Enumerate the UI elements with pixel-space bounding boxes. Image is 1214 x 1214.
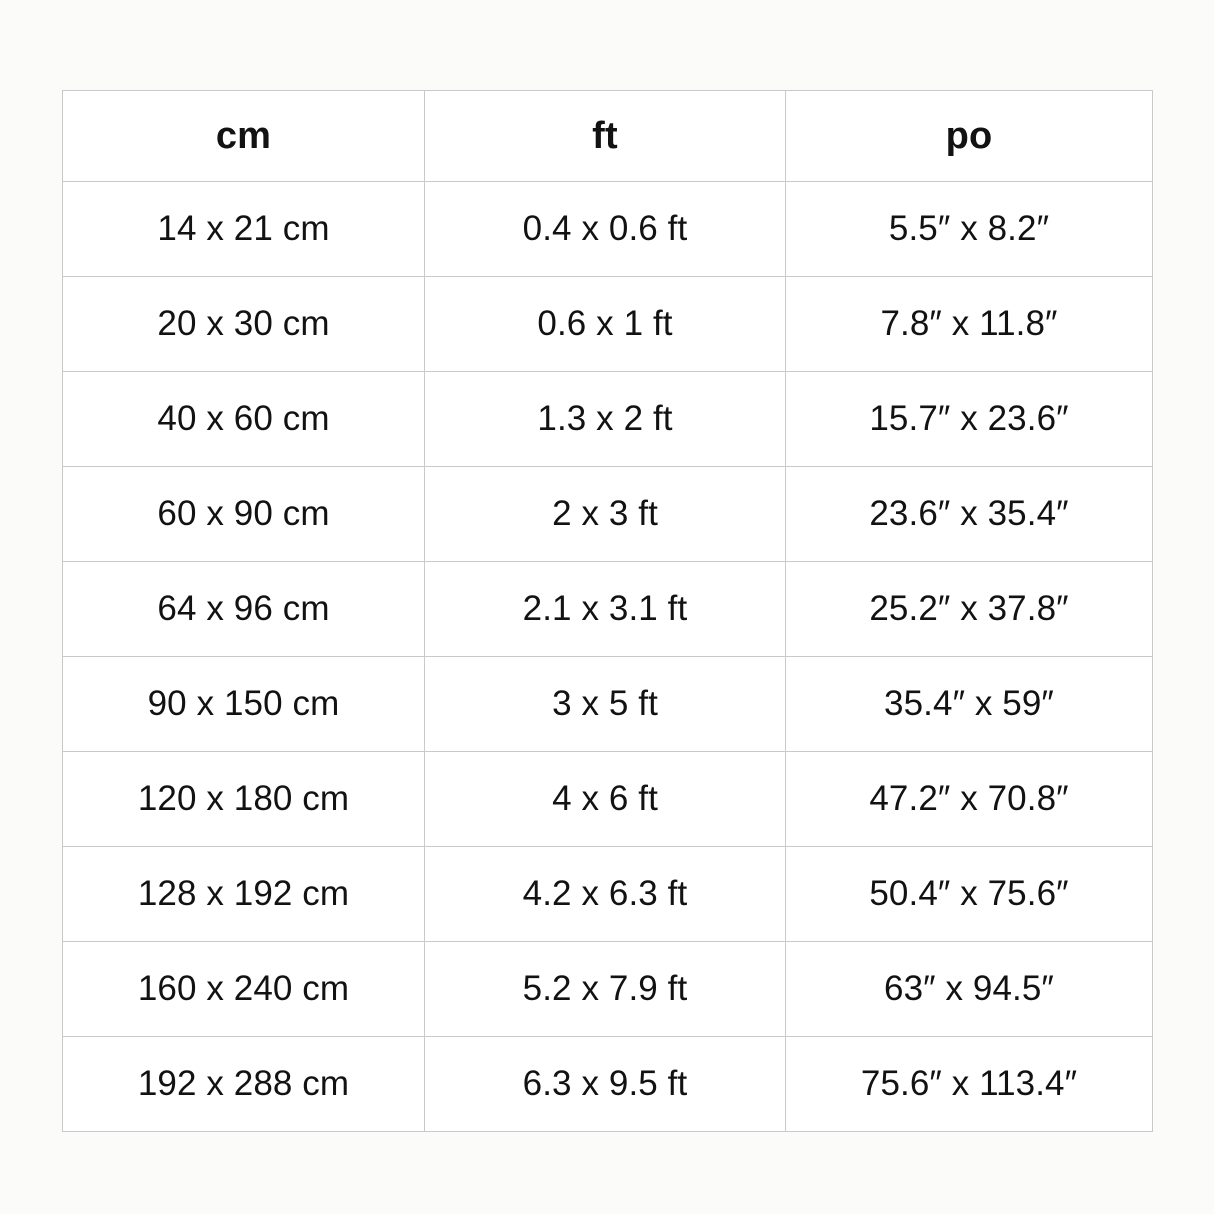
cell-ft: 2.1 x 3.1 ft — [424, 561, 786, 657]
table-row: 128 x 192 cm 4.2 x 6.3 ft 50.4″ x 75.6″ — [62, 846, 1153, 942]
cell-ft: 0.4 x 0.6 ft — [424, 181, 786, 277]
cell-po: 63″ x 94.5″ — [785, 941, 1153, 1037]
table-header-row: cm ft po — [62, 90, 1153, 182]
cell-po: 7.8″ x 11.8″ — [785, 276, 1153, 372]
table-row: 120 x 180 cm 4 x 6 ft 47.2″ x 70.8″ — [62, 751, 1153, 847]
cell-cm: 14 x 21 cm — [62, 181, 425, 277]
cell-ft: 0.6 x 1 ft — [424, 276, 786, 372]
cell-cm: 60 x 90 cm — [62, 466, 425, 562]
cell-po: 25.2″ x 37.8″ — [785, 561, 1153, 657]
cell-ft: 1.3 x 2 ft — [424, 371, 786, 467]
cell-cm: 120 x 180 cm — [62, 751, 425, 847]
cell-cm: 20 x 30 cm — [62, 276, 425, 372]
cell-po: 35.4″ x 59″ — [785, 656, 1153, 752]
cell-ft: 4.2 x 6.3 ft — [424, 846, 786, 942]
cell-cm: 64 x 96 cm — [62, 561, 425, 657]
cell-po: 50.4″ x 75.6″ — [785, 846, 1153, 942]
cell-ft: 2 x 3 ft — [424, 466, 786, 562]
cell-ft: 4 x 6 ft — [424, 751, 786, 847]
table-body: 14 x 21 cm 0.4 x 0.6 ft 5.5″ x 8.2″ 20 x… — [62, 181, 1153, 1132]
cell-cm: 40 x 60 cm — [62, 371, 425, 467]
cell-cm: 128 x 192 cm — [62, 846, 425, 942]
column-header-ft: ft — [424, 90, 786, 182]
cell-po: 47.2″ x 70.8″ — [785, 751, 1153, 847]
cell-po: 23.6″ x 35.4″ — [785, 466, 1153, 562]
column-header-cm: cm — [62, 90, 425, 182]
cell-cm: 160 x 240 cm — [62, 941, 425, 1037]
table-row: 64 x 96 cm 2.1 x 3.1 ft 25.2″ x 37.8″ — [62, 561, 1153, 657]
table-row: 14 x 21 cm 0.4 x 0.6 ft 5.5″ x 8.2″ — [62, 181, 1153, 277]
cell-po: 75.6″ x 113.4″ — [785, 1036, 1153, 1132]
cell-cm: 90 x 150 cm — [62, 656, 425, 752]
cell-po: 5.5″ x 8.2″ — [785, 181, 1153, 277]
table-row: 20 x 30 cm 0.6 x 1 ft 7.8″ x 11.8″ — [62, 276, 1153, 372]
cell-ft: 5.2 x 7.9 ft — [424, 941, 786, 1037]
table-row: 90 x 150 cm 3 x 5 ft 35.4″ x 59″ — [62, 656, 1153, 752]
table-row: 60 x 90 cm 2 x 3 ft 23.6″ x 35.4″ — [62, 466, 1153, 562]
cell-cm: 192 x 288 cm — [62, 1036, 425, 1132]
cell-ft: 6.3 x 9.5 ft — [424, 1036, 786, 1132]
cell-ft: 3 x 5 ft — [424, 656, 786, 752]
table-row: 40 x 60 cm 1.3 x 2 ft 15.7″ x 23.6″ — [62, 371, 1153, 467]
table-row: 192 x 288 cm 6.3 x 9.5 ft 75.6″ x 113.4″ — [62, 1036, 1153, 1132]
table-header: cm ft po — [62, 90, 1153, 182]
size-conversion-table: cm ft po 14 x 21 cm 0.4 x 0.6 ft 5.5″ x … — [62, 90, 1153, 1132]
table-row: 160 x 240 cm 5.2 x 7.9 ft 63″ x 94.5″ — [62, 941, 1153, 1037]
cell-po: 15.7″ x 23.6″ — [785, 371, 1153, 467]
column-header-po: po — [785, 90, 1153, 182]
